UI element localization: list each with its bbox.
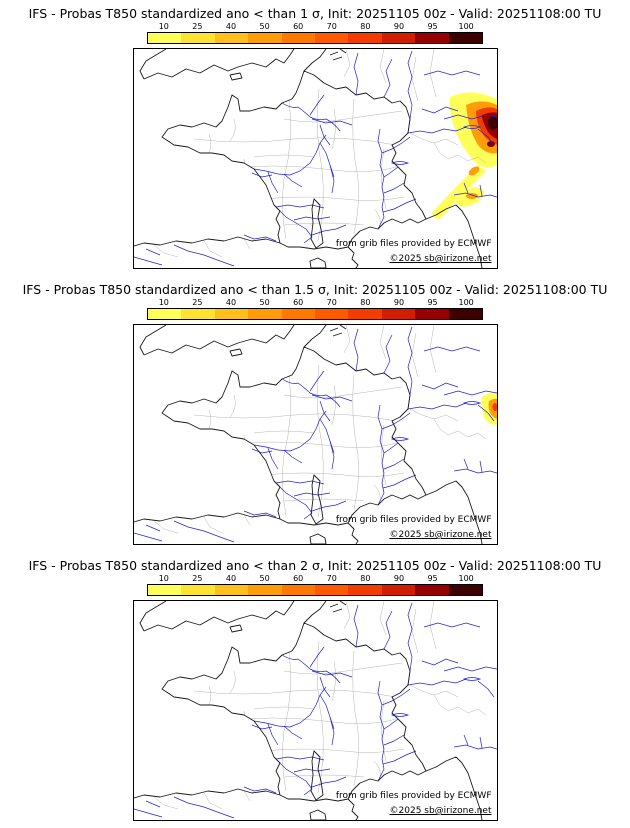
colorbar-cell <box>448 309 483 319</box>
data-provider-note: from grib files provided by ECMWF <box>335 791 492 801</box>
colorbar-tick: 70 <box>326 298 337 307</box>
colorbar-tick: 40 <box>225 574 237 583</box>
panel-title: IFS - Probas T850 standardized ano < tha… <box>28 6 602 21</box>
copyright-link[interactable]: ©2025 sb@irizone.net <box>389 530 492 540</box>
colorbar-cell <box>348 33 382 43</box>
colorbar-tick: 50 <box>259 574 270 583</box>
france-map <box>134 49 497 268</box>
colorbar-cell <box>248 33 282 43</box>
colorbar: 10 25 40 50 60 70 80 90 95 100 <box>147 574 483 596</box>
colorbar-cell <box>448 585 483 595</box>
colorbar-tick: 50 <box>259 22 270 31</box>
colorbar-cell <box>214 309 249 319</box>
colorbar-ticks: 10 25 40 50 60 70 80 90 95 100 <box>147 22 483 32</box>
colorbar-tick: 50 <box>259 298 270 307</box>
colorbar-ticks: 10 25 40 50 60 70 80 90 95 100 <box>147 574 483 584</box>
colorbar-tick: 10 <box>158 574 169 583</box>
colorbar-cell <box>281 309 316 319</box>
map-frame: from grib files provided by ECMWF ©2025 … <box>132 48 498 269</box>
colorbar-tick: 90 <box>393 574 405 583</box>
colorbar-cell <box>315 33 349 43</box>
panel-sigma-1-5: IFS - Probas T850 standardized ano < tha… <box>0 276 630 552</box>
colorbar-cell <box>148 33 182 43</box>
colorbar-tick: 95 <box>427 298 438 307</box>
colorbar-tick: 70 <box>326 574 337 583</box>
colorbar-cell <box>181 309 215 319</box>
colorbar-tick: 60 <box>293 298 304 307</box>
colorbar-tick: 60 <box>293 22 304 31</box>
colorbar-cell <box>381 585 416 595</box>
colorbar-cell <box>381 309 416 319</box>
colorbar-tick: 95 <box>427 22 438 31</box>
panel-sigma-1: IFS - Probas T850 standardized ano < tha… <box>0 0 630 276</box>
anomaly-overlay <box>480 392 497 425</box>
colorbar-cell <box>315 309 349 319</box>
colorbar-cell <box>181 33 215 43</box>
colorbar-ticks: 10 25 40 50 60 70 80 90 95 100 <box>147 298 483 308</box>
colorbar-tick: 10 <box>158 298 169 307</box>
colorbar-cell <box>348 585 382 595</box>
colorbar-scale <box>147 308 483 320</box>
colorbar-cell <box>214 585 249 595</box>
colorbar-tick: 40 <box>225 22 237 31</box>
colorbar-tick: 100 <box>458 574 474 583</box>
colorbar-tick: 25 <box>192 298 203 307</box>
colorbar-cell <box>348 309 382 319</box>
colorbar-cell <box>281 33 316 43</box>
copyright-link[interactable]: ©2025 sb@irizone.net <box>389 806 492 816</box>
data-provider-note: from grib files provided by ECMWF <box>335 239 492 249</box>
colorbar-tick: 10 <box>158 22 169 31</box>
panel-title: IFS - Probas T850 standardized ano < tha… <box>28 558 602 573</box>
map-frame: from grib files provided by ECMWF ©2025 … <box>132 324 498 545</box>
colorbar-scale <box>147 584 483 596</box>
colorbar-tick: 90 <box>393 22 405 31</box>
data-provider-note: from grib files provided by ECMWF <box>335 515 492 525</box>
colorbar-cell <box>148 309 182 319</box>
colorbar-cell <box>148 585 182 595</box>
colorbar-tick: 95 <box>427 574 438 583</box>
france-map <box>134 601 497 820</box>
colorbar: 10 25 40 50 60 70 80 90 95 100 <box>147 298 483 320</box>
colorbar-cell <box>415 309 449 319</box>
france-map <box>134 325 497 544</box>
panel-title: IFS - Probas T850 standardized ano < tha… <box>22 282 608 297</box>
colorbar-tick: 100 <box>458 22 474 31</box>
colorbar-cell <box>448 33 483 43</box>
colorbar-cell <box>315 585 349 595</box>
colorbar-tick: 60 <box>293 574 304 583</box>
panel-sigma-2: IFS - Probas T850 standardized ano < tha… <box>0 552 630 828</box>
colorbar-cell <box>248 585 282 595</box>
colorbar-tick: 80 <box>360 298 371 307</box>
colorbar-cell <box>248 309 282 319</box>
colorbar-tick: 40 <box>225 298 237 307</box>
colorbar-tick: 100 <box>458 298 474 307</box>
colorbar-cell <box>281 585 316 595</box>
colorbar: 10 25 40 50 60 70 80 90 95 100 <box>147 22 483 44</box>
colorbar-tick: 70 <box>326 22 337 31</box>
colorbar-tick: 25 <box>192 22 203 31</box>
colorbar-tick: 80 <box>360 574 371 583</box>
colorbar-cell <box>415 33 449 43</box>
colorbar-tick: 25 <box>192 574 203 583</box>
colorbar-cell <box>381 33 416 43</box>
anomaly-overlay <box>431 92 497 219</box>
colorbar-tick: 90 <box>393 298 405 307</box>
colorbar-tick: 80 <box>360 22 371 31</box>
colorbar-scale <box>147 32 483 44</box>
colorbar-cell <box>415 585 449 595</box>
copyright-link[interactable]: ©2025 sb@irizone.net <box>389 254 492 264</box>
map-frame: from grib files provided by ECMWF ©2025 … <box>132 600 498 821</box>
colorbar-cell <box>214 33 249 43</box>
colorbar-cell <box>181 585 215 595</box>
